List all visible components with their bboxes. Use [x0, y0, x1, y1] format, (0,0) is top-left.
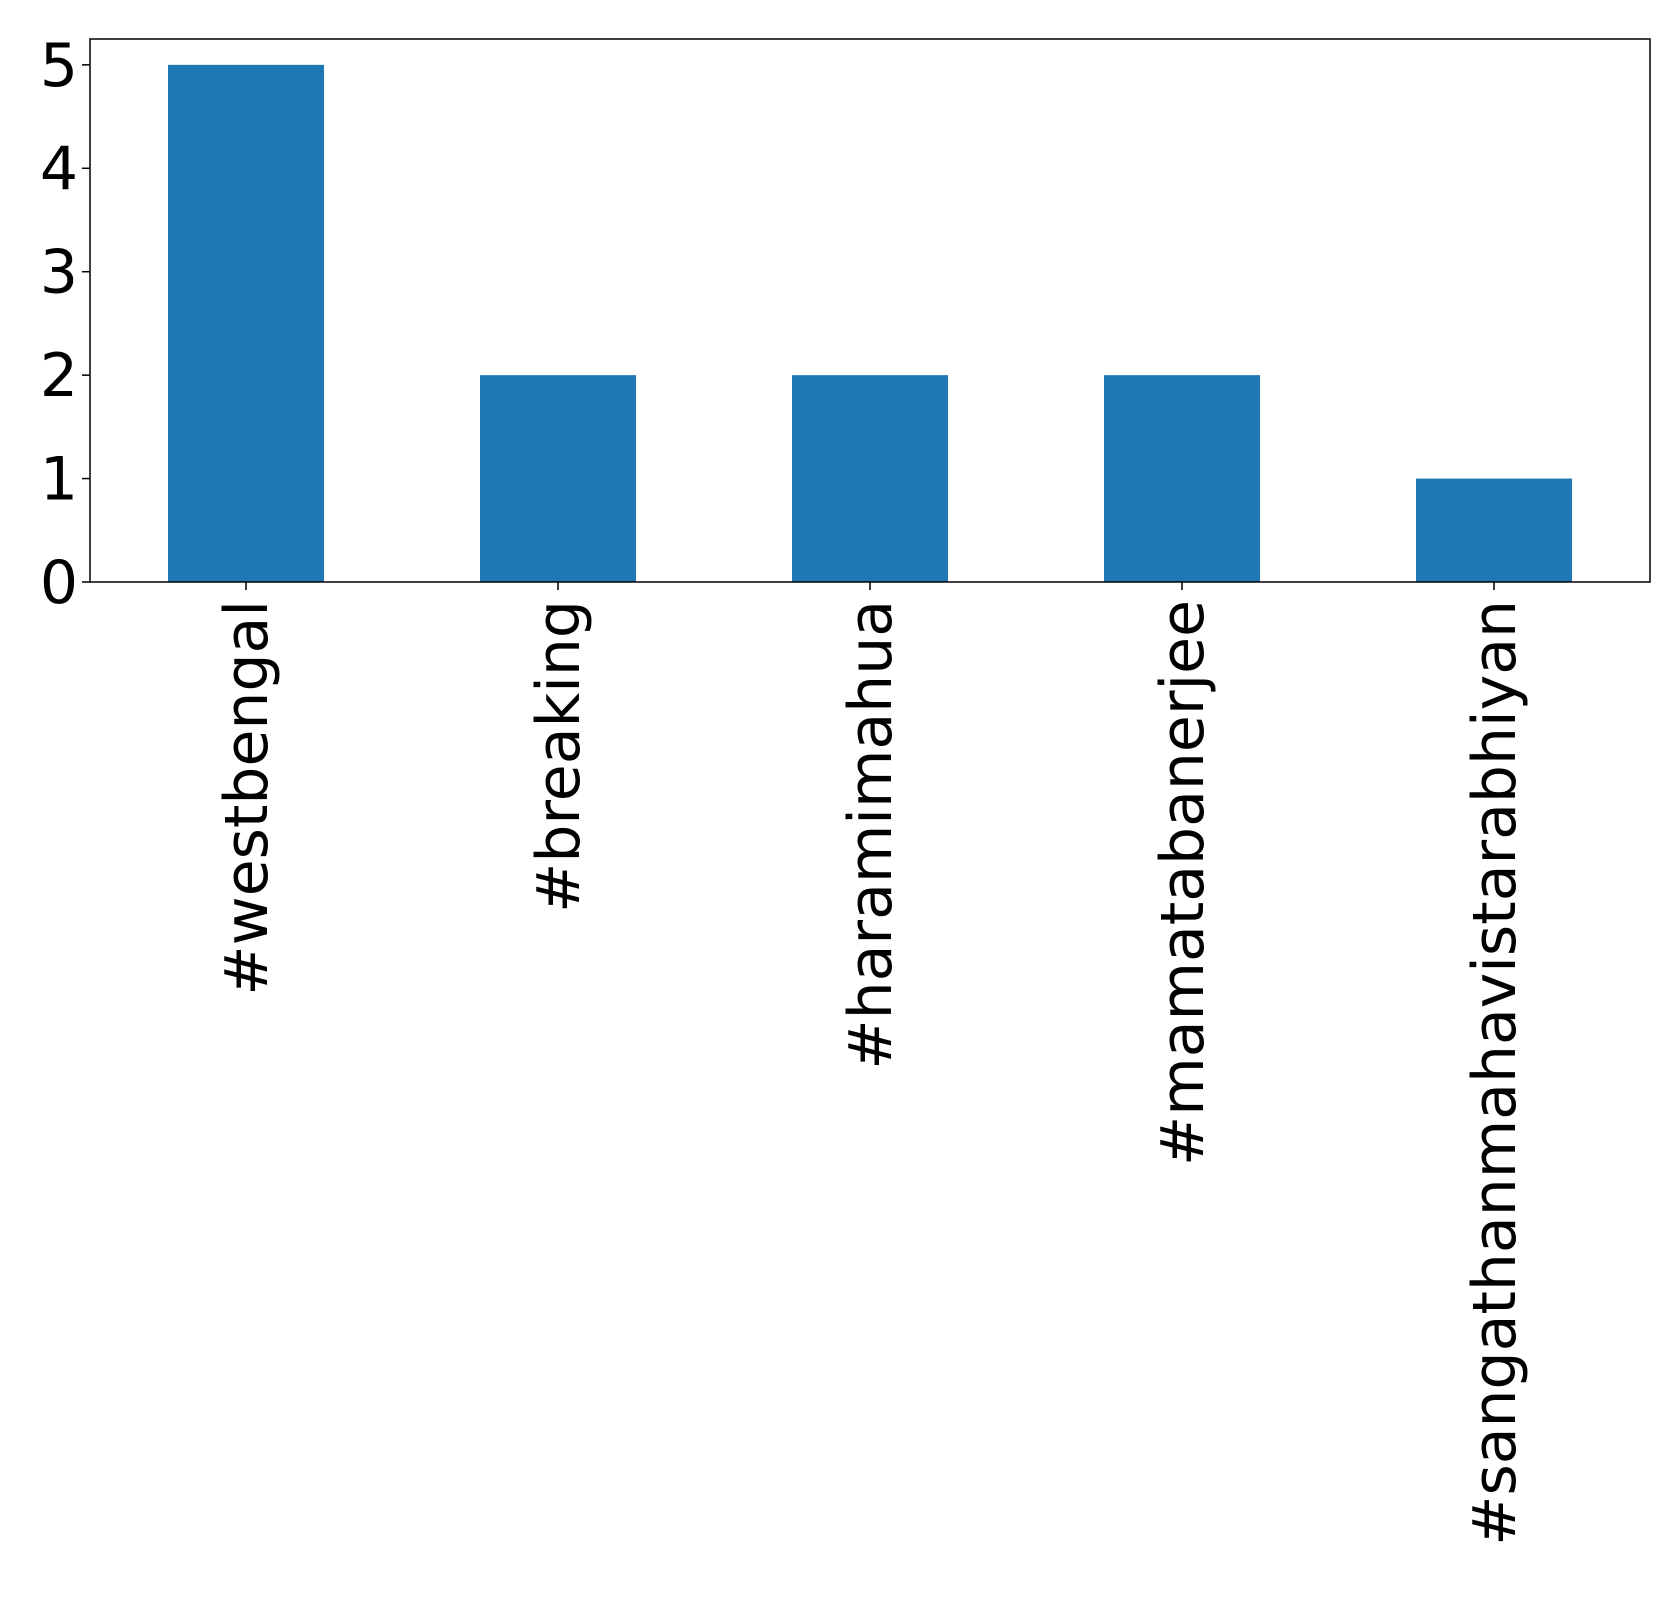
plot-frame — [89, 38, 1651, 583]
x-tick-label-0: #westbengal — [212, 600, 282, 996]
x-tick-label-3: #mamatabanerjee — [1148, 600, 1218, 1166]
y-tick-label-4: 4 — [40, 134, 78, 204]
x-tick-label-2: #haramimahua — [836, 600, 906, 1070]
bar-3 — [1104, 375, 1260, 582]
bars-layer — [168, 64, 1572, 583]
y-tick-label-2: 2 — [40, 341, 78, 411]
bar-2 — [792, 375, 948, 582]
y-tick-label-5: 5 — [40, 31, 78, 101]
x-tick-label-1: #breaking — [524, 600, 594, 913]
x-tick-label-4: #sangathanmahavistarabhiyan — [1460, 600, 1530, 1546]
y-tick-label-1: 1 — [40, 445, 78, 515]
bar-0 — [168, 64, 324, 583]
y-axis: 0 1 2 3 4 5 — [40, 31, 90, 618]
y-tick-label-0: 0 — [40, 548, 78, 618]
y-tick-label-3: 3 — [40, 238, 78, 308]
bar-1 — [480, 375, 636, 582]
x-axis: #westbengal #breaking #haramimahua #mamatab… — [212, 582, 1530, 1546]
bar-4 — [1416, 478, 1572, 582]
